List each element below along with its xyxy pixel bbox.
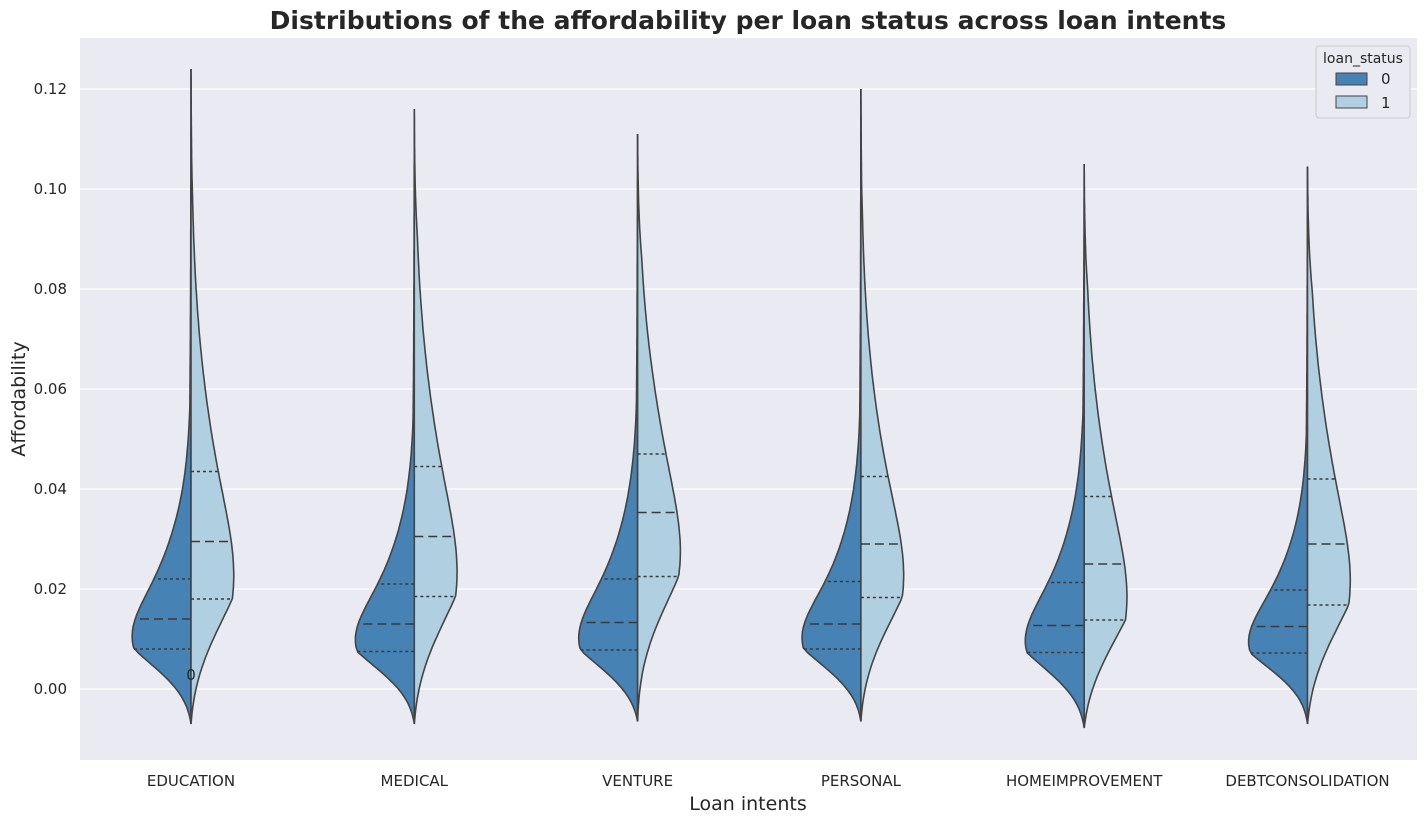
y-tick-label: 0.10 bbox=[34, 180, 67, 198]
legend-title: loan_status bbox=[1323, 51, 1403, 67]
y-tick-label: 0.02 bbox=[34, 580, 67, 598]
legend-swatch-0 bbox=[1335, 72, 1368, 86]
violin-education-status-1 bbox=[190, 69, 235, 725]
x-axis-label: Loan intents bbox=[689, 793, 806, 815]
chart-title: Distributions of the affordability per l… bbox=[270, 6, 1227, 35]
legend-label-1: 1 bbox=[1381, 94, 1391, 112]
x-tick-label: PERSONAL bbox=[821, 772, 902, 790]
annotation-label: 0 bbox=[186, 666, 196, 684]
violin-personal-status-1 bbox=[860, 89, 905, 722]
y-tick-label: 0.06 bbox=[34, 380, 67, 398]
violin-homeimprovement-status-1 bbox=[1083, 164, 1128, 729]
violin-medical-status-1 bbox=[413, 109, 458, 725]
grid bbox=[80, 88, 1417, 690]
violin-debtconsolidation-status-1 bbox=[1306, 166, 1352, 725]
x-tick-label: DEBTCONSOLIDATION bbox=[1225, 772, 1389, 790]
legend: loan_status 0 1 bbox=[1315, 45, 1411, 119]
x-tick-label: EDUCATION bbox=[147, 772, 235, 790]
y-tick-label: 0.08 bbox=[34, 280, 67, 298]
legend-label-0: 0 bbox=[1381, 70, 1391, 88]
x-tick-labels: EDUCATION MEDICAL VENTURE PERSONAL HOMEIMPRO… bbox=[147, 772, 1390, 790]
y-axis-label: Affordability bbox=[8, 341, 30, 456]
x-tick-label: HOMEIMPROVEMENT bbox=[1006, 772, 1163, 790]
x-tick-label: VENTURE bbox=[602, 772, 673, 790]
x-tick-label: MEDICAL bbox=[381, 772, 449, 790]
y-tick-labels: 0.00 0.02 0.04 0.06 0.08 0.10 0.12 bbox=[34, 80, 67, 698]
y-tick-label: 0.04 bbox=[34, 480, 67, 498]
y-tick-label: 0.00 bbox=[34, 680, 67, 698]
violin-venture-status-1 bbox=[636, 134, 682, 722]
plot-area bbox=[80, 38, 1417, 760]
y-tick-label: 0.12 bbox=[34, 80, 67, 98]
legend-swatch-1 bbox=[1335, 95, 1368, 109]
violins bbox=[131, 69, 1352, 729]
